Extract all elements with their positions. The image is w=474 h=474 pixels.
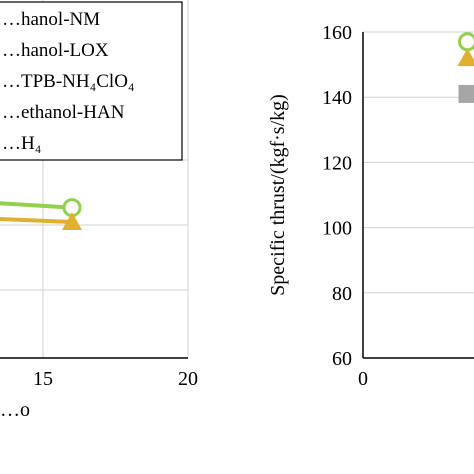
right-y-tick-label: 100 [322, 218, 352, 240]
right-y-tick-label: 60 [332, 348, 352, 370]
left-x-ticks: 15 20 [33, 368, 198, 390]
left-x-tick-label: 20 [178, 368, 198, 390]
right-y-axis-title: Specific thrust/(kgf·s/kg) [267, 94, 289, 296]
left-series-line-4 [0, 201, 73, 210]
right-series-point-1 [458, 32, 474, 52]
right-y-ticks: 60 80 100 120 140 160 [322, 22, 352, 370]
legend-entry-2: …hanol-LOX [2, 40, 109, 61]
legend-entry-5: …H₄ [2, 133, 41, 154]
left-x-tick-label: 15 [33, 368, 53, 390]
right-chart: 60 80 100 120 140 160 0 Specific thrust/(kgf·… [267, 22, 474, 390]
right-y-tick-label: 140 [322, 87, 352, 109]
legend: …hanol-NM …hanol-LOX …TPB-NH₄ClO₄ …ethan… [0, 1, 183, 161]
legend-entry-1: …hanol-NM [2, 9, 100, 30]
right-y-tick-label: 160 [322, 22, 352, 44]
left-x-axis-title: …o [0, 399, 30, 421]
right-x-ticks: 0 [358, 368, 368, 390]
left-chart: 15 20 …o …hanol-NM …hanol-LOX …TPB-NH₄ClO… [0, 0, 198, 421]
right-x-tick-label: 0 [358, 368, 368, 390]
left-series-line-5 [0, 216, 73, 224]
right-y-tick-label: 80 [332, 283, 352, 305]
right-grid [363, 31, 474, 294]
legend-box [0, 1, 183, 161]
legend-entry-4: …ethanol-HAN [2, 102, 125, 123]
right-series-point-2 [457, 48, 474, 67]
right-y-tick-label: 120 [322, 152, 352, 174]
legend-entry-3: …TPB-NH₄ClO₄ [2, 71, 135, 92]
right-series [457, 32, 474, 103]
left-series-point-5 [62, 211, 82, 230]
right-series-point-3 [458, 84, 474, 103]
